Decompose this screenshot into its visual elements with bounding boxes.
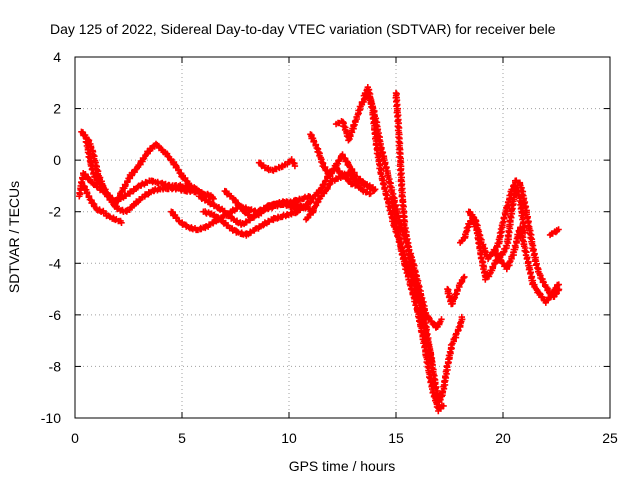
marker-trace	[388, 195, 447, 415]
marker-trace	[457, 183, 529, 283]
x-axis-tick-labels: 0 5 10 15 20 25	[71, 430, 618, 446]
y-tick-label: -4	[49, 255, 62, 271]
series-trace-11	[302, 172, 374, 223]
y-axis-tick-labels: -10 -8 -6 -4 -2 0 2 4	[41, 49, 61, 426]
axis-ticks	[74, 56, 611, 419]
x-tick-label: 10	[281, 430, 297, 446]
y-tick-label: -6	[49, 307, 62, 323]
marker-trace	[255, 156, 299, 174]
series-trace-21	[546, 226, 562, 239]
series-trace-16	[388, 195, 447, 415]
marker-trace	[80, 182, 125, 226]
chart-title: Day 125 of 2022, Sidereal Day-to-day VTE…	[50, 21, 556, 37]
y-tick-label: -2	[49, 204, 62, 220]
x-tick-label: 15	[388, 430, 404, 446]
y-tick-label: -8	[49, 358, 62, 374]
marker-trace	[200, 208, 301, 239]
marker-trace	[546, 226, 562, 239]
marker-trace	[491, 177, 563, 300]
x-tick-label: 5	[178, 430, 186, 446]
data-markers	[76, 84, 563, 415]
series-trace-19	[465, 208, 562, 306]
marker-trace	[465, 208, 562, 306]
y-tick-label: -10	[41, 410, 61, 426]
series-trace-3	[84, 136, 217, 215]
series-trace-20	[491, 177, 563, 300]
series-trace-8	[221, 187, 314, 221]
y-axis-label: SDTVAR / TECUs	[6, 181, 22, 293]
marker-trace	[444, 273, 468, 308]
x-tick-label: 0	[71, 430, 79, 446]
series-trace-17	[444, 273, 468, 308]
marker-trace	[221, 187, 314, 221]
marker-trace	[307, 131, 378, 194]
plot-frame	[74, 56, 611, 419]
x-axis-label: GPS time / hours	[289, 458, 396, 474]
x-tick-label: 20	[495, 430, 511, 446]
series-trace-7	[200, 208, 301, 239]
y-tick-label: 0	[53, 152, 61, 168]
y-tick-label: 2	[53, 101, 61, 117]
series-trace-4	[80, 182, 125, 226]
series-trace-18	[457, 183, 529, 283]
series-trace-9	[255, 156, 299, 174]
series-trace-12	[307, 131, 378, 194]
y-tick-label: 4	[53, 49, 61, 65]
x-tick-label: 25	[602, 430, 618, 446]
marker-trace	[84, 136, 217, 215]
marker-trace	[302, 172, 374, 223]
